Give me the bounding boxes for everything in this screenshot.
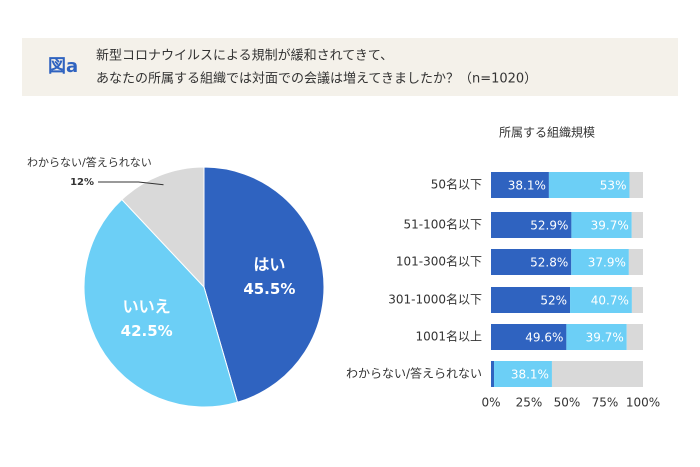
pie-slice (83, 198, 239, 408)
header-box (22, 38, 678, 96)
data-label: 40.7% (591, 294, 629, 308)
slice-value: 42.5% (121, 322, 173, 340)
y-tick-label: 51-100名以下 (403, 217, 482, 232)
bar-segment (491, 361, 495, 387)
data-label: 38.1% (511, 368, 549, 382)
bar-segment (629, 172, 643, 198)
y-tick-label: わからない/答えられない (346, 366, 482, 381)
title-line: 新型コロナウイルスによる規制が緩和されてきて、 (96, 48, 393, 64)
x-tick-label: 50% (554, 396, 581, 410)
title-line: あなたの所属する組織では対面での会議は増えてきましたか？（n=1020） (96, 72, 537, 87)
x-tick-label: 0% (481, 396, 500, 410)
y-tick-label: 50名以下 (431, 177, 482, 192)
bar-segment (626, 324, 643, 350)
bar-segment (491, 287, 571, 313)
slice-label: はい (253, 255, 285, 274)
bar-segment (548, 172, 630, 198)
slice-value: 45.5% (243, 280, 295, 298)
bar-segment (491, 212, 572, 238)
slice-label: わからない/答えられない (27, 155, 152, 169)
slice-label: いいえ (123, 297, 171, 316)
pie-slice (121, 166, 205, 289)
x-tick-label: 75% (592, 396, 619, 410)
bar-segment (494, 361, 552, 387)
data-label: 39.7% (591, 219, 629, 233)
data-label: 49.6% (525, 331, 563, 345)
bar-segment (570, 287, 632, 313)
bar-segment (491, 172, 549, 198)
data-label: 52% (540, 294, 567, 308)
bar-segment (628, 249, 643, 275)
bar-segment (491, 249, 572, 275)
leader-line (98, 181, 164, 186)
bar-segment (631, 212, 643, 238)
data-label: 52.9% (530, 219, 568, 233)
data-label: 53% (600, 179, 627, 193)
y-tick-label: 1001名以上 (415, 329, 482, 344)
bar-segment (491, 324, 567, 350)
x-tick-label: 25% (516, 396, 543, 410)
bar-segment (571, 249, 629, 275)
x-tick-label: 100% (626, 396, 660, 410)
chart-title: 所属する組織規模 (499, 125, 595, 140)
bar-segment (551, 361, 643, 387)
bar-segment (631, 287, 643, 313)
slice-value: 12% (70, 177, 94, 188)
y-tick-label: 101-300名以下 (396, 254, 482, 269)
pie-slice (203, 166, 325, 403)
bar-segment (566, 324, 627, 350)
figure-label: 図a (48, 56, 78, 77)
y-tick-label: 301-1000名以下 (388, 292, 482, 307)
data-label: 37.9% (588, 256, 626, 270)
data-label: 38.1% (508, 179, 546, 193)
bar-segment (571, 212, 632, 238)
data-label: 52.8% (530, 256, 568, 270)
data-label: 39.7% (586, 331, 624, 345)
